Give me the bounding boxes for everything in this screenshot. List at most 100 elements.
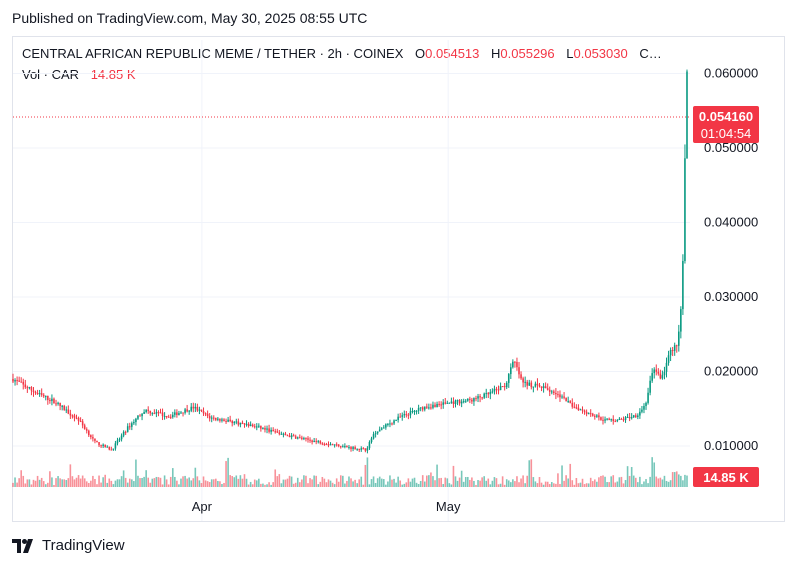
candle-body (675, 345, 678, 347)
candle-body (274, 431, 277, 433)
candle-body (57, 402, 59, 404)
candle-body (559, 394, 561, 398)
candle-body (370, 438, 373, 443)
volume-bar (446, 478, 449, 487)
volume-bar (94, 478, 96, 487)
candle-body (61, 405, 63, 407)
candle-body (495, 388, 498, 390)
candle-body (286, 435, 289, 437)
candle-body (643, 406, 645, 410)
volume-bar (442, 484, 445, 487)
candle-body (456, 400, 459, 402)
volume-bar (174, 476, 176, 487)
candle-body (145, 409, 147, 413)
volume-bar (448, 483, 451, 487)
volume-bar (534, 481, 537, 487)
volume-bar (204, 480, 207, 487)
candle-body (614, 421, 617, 423)
volume-bar (659, 477, 662, 487)
candle-body (378, 429, 381, 432)
candle-body (149, 410, 152, 414)
candle-body (118, 439, 121, 441)
volume-bar (559, 483, 561, 487)
candle-body (505, 382, 508, 388)
candle-body (677, 331, 680, 346)
candle-body (628, 416, 631, 419)
volume-bar (454, 476, 457, 487)
volume-bar (85, 481, 88, 487)
volume-bar (497, 484, 500, 487)
candle-body (59, 402, 61, 406)
volume-bar (51, 477, 53, 487)
candle-body (395, 419, 397, 421)
volume-bar (171, 468, 174, 487)
candle-body (428, 407, 430, 409)
candle-body (307, 438, 309, 440)
volume-bar (161, 484, 164, 487)
volume-bar (573, 484, 576, 487)
candle-body (391, 423, 393, 425)
volume-bar (481, 477, 483, 487)
volume-bar (415, 482, 418, 487)
candle-body (417, 407, 420, 411)
candle-body (419, 407, 422, 409)
volume-bar (346, 480, 348, 487)
volume-bar (366, 457, 369, 487)
volume-bar (272, 482, 274, 487)
volume-bar (553, 483, 555, 487)
volume-bar (598, 477, 600, 487)
volume-bar (464, 477, 467, 487)
candle-body (507, 374, 510, 383)
candle-body (294, 436, 297, 439)
candle-body (260, 425, 262, 429)
volume-bar (210, 479, 213, 487)
volume-bar (75, 477, 78, 487)
volume-bar (329, 480, 332, 487)
volume-bar (16, 482, 18, 487)
volume-bar (421, 475, 424, 487)
candle-body (583, 410, 586, 412)
candle-body (405, 414, 408, 416)
candle-body (290, 435, 293, 438)
volume-bar (462, 481, 465, 487)
candle-body (342, 446, 344, 448)
candle-body (563, 396, 565, 398)
candle-body (128, 426, 131, 428)
volume-bar (628, 475, 631, 487)
volume-bar (473, 480, 475, 487)
candle-body (241, 422, 244, 424)
candle-body (85, 429, 88, 431)
volume-bar (335, 478, 338, 487)
volume-bar (249, 481, 252, 487)
candle-body (510, 367, 512, 375)
volume-bar (73, 479, 76, 487)
volume-bar (675, 471, 678, 487)
volume-bar (24, 483, 27, 487)
volume-bar (356, 483, 358, 487)
legend-volume: Vol · CAR 14.85 K (22, 67, 136, 82)
candle-body (239, 422, 242, 425)
candle-body (190, 406, 193, 411)
volume-bar (352, 481, 354, 487)
volume-bar (399, 480, 401, 487)
y-tick-label: 0.010000 (704, 438, 758, 453)
volume-bar (260, 483, 262, 487)
volume-bar (219, 481, 221, 487)
volume-bar (235, 475, 238, 487)
candle-body (659, 373, 662, 379)
volume-bar (182, 476, 184, 487)
candle-body (186, 409, 188, 412)
volume-bar (339, 475, 342, 487)
candle-body (124, 431, 127, 433)
volume-bar (49, 471, 51, 487)
candle-body (639, 411, 641, 416)
volume-bar (661, 479, 664, 487)
volume-bar (288, 475, 291, 487)
candle-body (622, 419, 625, 421)
volume-bar (116, 479, 119, 487)
candle-body (212, 417, 215, 419)
tradingview-brand[interactable]: TradingView (12, 537, 125, 554)
candle-body (561, 396, 563, 398)
candle-body (540, 386, 543, 388)
